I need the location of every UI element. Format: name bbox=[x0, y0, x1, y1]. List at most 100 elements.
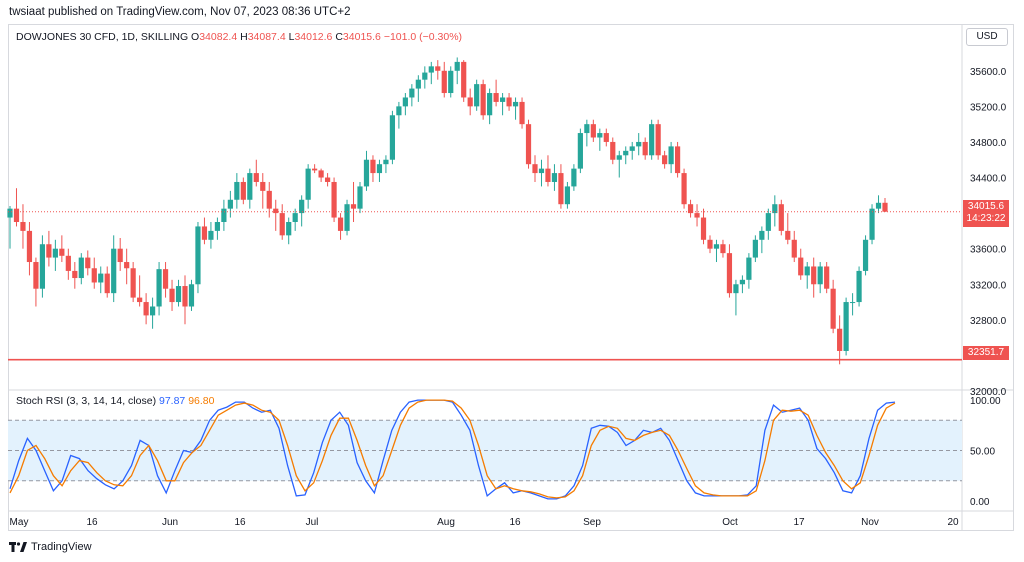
footer-brand[interactable]: TradingView bbox=[9, 541, 92, 553]
candle-body bbox=[175, 286, 182, 303]
price-tick-label: 35600.0 bbox=[970, 67, 1007, 78]
candle-body bbox=[448, 70, 454, 94]
candle-body bbox=[357, 186, 363, 209]
candle-body bbox=[376, 164, 383, 174]
candle-body bbox=[331, 181, 337, 218]
candle-body bbox=[52, 248, 58, 258]
candle-body bbox=[130, 268, 136, 298]
last-price-tag: 34015.6 14:23:22 bbox=[963, 200, 1009, 227]
candle-body bbox=[20, 222, 26, 231]
candle-body bbox=[817, 266, 823, 285]
time-tick-label: 16 bbox=[86, 517, 98, 528]
open-label: O bbox=[191, 31, 200, 43]
candle-body bbox=[39, 244, 46, 289]
candle-body bbox=[875, 202, 882, 209]
stoch-rsi-name[interactable]: Stoch RSI (3, 3, 14, 14, close) bbox=[16, 395, 157, 407]
candle-body bbox=[467, 97, 473, 107]
candle-body bbox=[65, 255, 71, 271]
candle-body bbox=[551, 173, 558, 182]
candle-body bbox=[700, 217, 707, 240]
candle-body bbox=[694, 213, 700, 218]
stoch-tick-label: 0.00 bbox=[970, 497, 990, 508]
time-tick-label: 16 bbox=[509, 517, 521, 528]
candle-body bbox=[752, 239, 758, 258]
candle-body bbox=[461, 61, 467, 98]
support-level-tag: 32351.7 bbox=[963, 346, 1009, 360]
publish-info: twsiaat published on TradingView.com, No… bbox=[9, 6, 351, 18]
candle-body bbox=[182, 286, 188, 307]
candle-body bbox=[312, 168, 318, 171]
time-tick-label: 20 bbox=[947, 517, 959, 528]
candle-body bbox=[655, 124, 661, 156]
candle-body bbox=[798, 257, 804, 276]
candle-body bbox=[577, 133, 583, 169]
high-value: 34087.4 bbox=[247, 31, 286, 43]
countdown-timer: 14:23:22 bbox=[966, 213, 1006, 224]
candle-body bbox=[538, 168, 545, 174]
candle-body bbox=[571, 168, 577, 187]
candle-body bbox=[59, 248, 65, 256]
candle-body bbox=[869, 208, 875, 240]
price-tick-label: 33200.0 bbox=[970, 280, 1007, 291]
candle-body bbox=[493, 93, 499, 102]
candle-body bbox=[169, 288, 175, 303]
candle-body bbox=[188, 284, 195, 307]
candle-body bbox=[668, 146, 674, 165]
candle-body bbox=[759, 230, 765, 240]
candle-body bbox=[111, 248, 117, 294]
candle-body bbox=[324, 177, 331, 182]
candle-body bbox=[208, 230, 214, 240]
candle-body bbox=[681, 173, 687, 205]
candle-body bbox=[564, 186, 571, 205]
candle-body bbox=[370, 159, 376, 174]
candle-body bbox=[856, 270, 862, 303]
candle-body bbox=[156, 269, 162, 307]
candle-body bbox=[454, 61, 460, 71]
candle-body bbox=[201, 226, 208, 240]
candle-body bbox=[389, 115, 396, 160]
candle-body bbox=[337, 217, 344, 231]
candle-body bbox=[636, 141, 642, 147]
candle-body bbox=[428, 66, 434, 73]
candle-body bbox=[746, 257, 752, 280]
time-tick-label: 16 bbox=[234, 517, 246, 528]
candle-body bbox=[532, 164, 538, 174]
open-value: 34082.4 bbox=[199, 31, 238, 43]
low-value: 34012.6 bbox=[294, 31, 333, 43]
candle-body bbox=[435, 66, 441, 71]
candle-body bbox=[104, 273, 110, 294]
candle-body bbox=[480, 84, 486, 116]
candle-body bbox=[422, 72, 428, 80]
footer-brand-text: TradingView bbox=[31, 541, 92, 553]
candle-body bbox=[234, 181, 240, 200]
candle-body bbox=[830, 288, 836, 329]
stoch-tick-label: 50.00 bbox=[970, 447, 995, 458]
time-tick-label: Jun bbox=[162, 517, 178, 528]
candle-body bbox=[409, 88, 415, 98]
candle-body bbox=[124, 262, 130, 269]
candle-body bbox=[506, 97, 512, 107]
candle-body bbox=[720, 244, 726, 254]
candle-body bbox=[273, 208, 279, 214]
symbol-legend: DOWJONES 30 CFD, 1D, SKILLING O34082.4 H… bbox=[16, 31, 462, 43]
high-label: H bbox=[240, 31, 248, 43]
candle-body bbox=[837, 328, 843, 351]
candle-body bbox=[882, 202, 888, 212]
candle-body bbox=[519, 101, 525, 125]
candle-body bbox=[629, 146, 635, 151]
candle-body bbox=[474, 84, 480, 107]
candle-body bbox=[78, 257, 84, 279]
symbol-name[interactable]: DOWJONES 30 CFD, 1D, SKILLING bbox=[16, 31, 189, 43]
candle-body bbox=[525, 124, 532, 165]
stoch-k-value: 97.87 bbox=[159, 395, 186, 407]
stoch-k-line bbox=[9, 399, 896, 500]
time-tick-label: Oct bbox=[722, 517, 738, 528]
currency-button[interactable]: USD bbox=[966, 28, 1008, 46]
price-tick-label: 32000.0 bbox=[970, 387, 1007, 398]
candle-body bbox=[545, 168, 551, 182]
candle-body bbox=[286, 222, 292, 236]
candle-body bbox=[584, 124, 590, 134]
candle-body bbox=[785, 230, 791, 240]
candle-body bbox=[292, 213, 298, 222]
